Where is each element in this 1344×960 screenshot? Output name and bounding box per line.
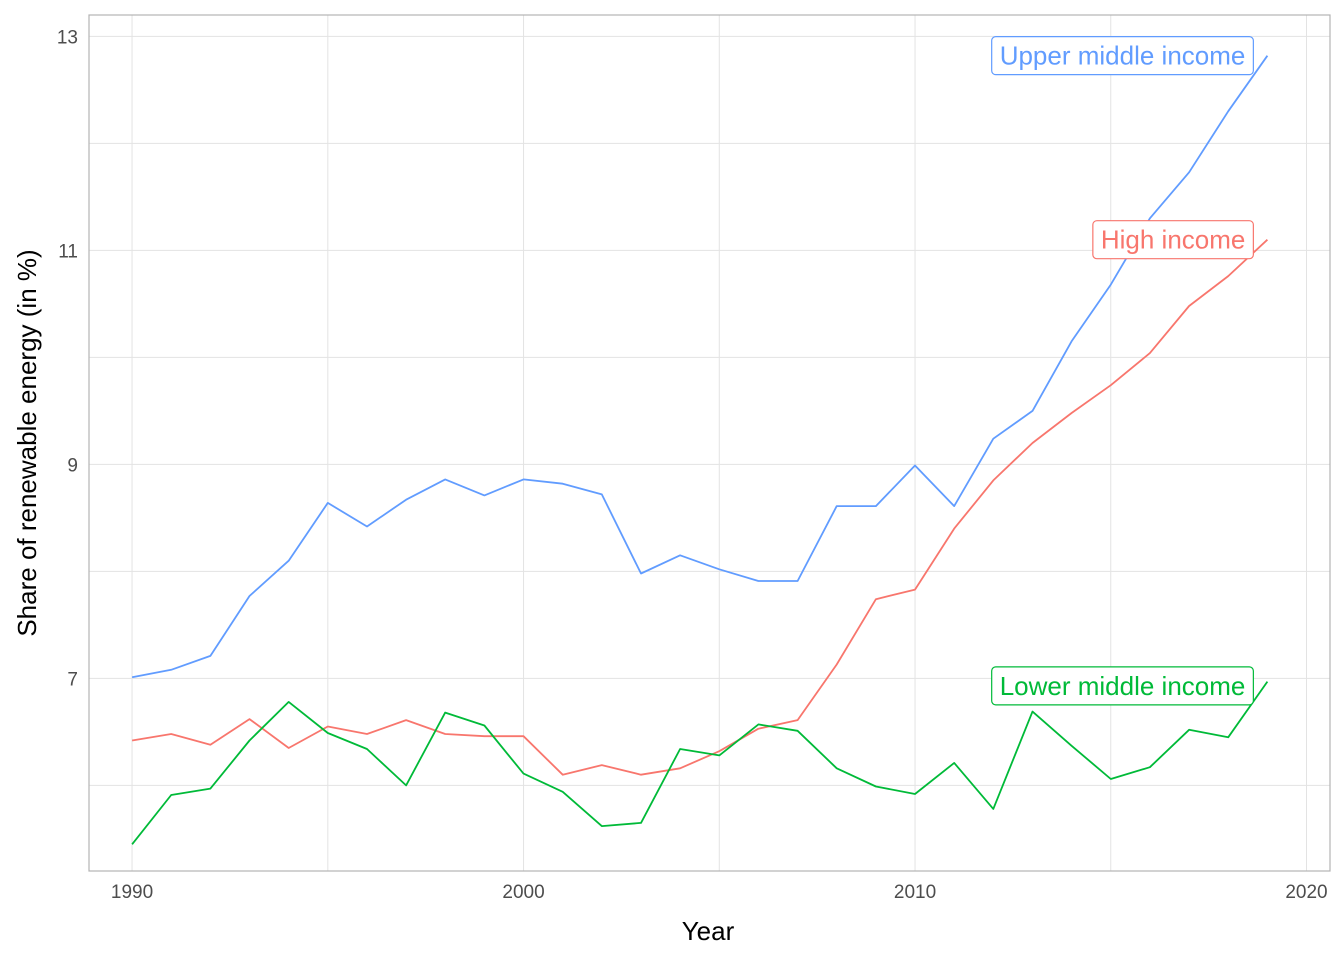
grid — [89, 15, 1330, 871]
series-labels: Upper middle income High income Lower midd… — [991, 36, 1254, 706]
series-label: Lower middle income — [991, 666, 1254, 706]
series-label-text: High income — [1101, 225, 1246, 255]
x-axis-title: Year — [682, 916, 735, 946]
y-axis-title: Share of renewable energy (in %) — [12, 249, 42, 636]
x-tick-label: 2020 — [1285, 882, 1327, 903]
y-tick-label: 7 — [67, 669, 78, 690]
x-tick-label: 2000 — [502, 882, 544, 903]
panel-border — [88, 14, 1331, 872]
series-label-box — [1092, 220, 1254, 260]
y-axis-ticks: 7 9 11 13 — [57, 27, 78, 690]
y-tick-label: 9 — [67, 455, 78, 476]
series-lines — [131, 55, 1269, 845]
y-tick-label: 13 — [57, 27, 78, 48]
x-axis-ticks: 1990 2000 2010 2020 — [111, 882, 1328, 903]
series-label-text: Upper middle income — [1000, 41, 1246, 71]
y-tick-label: 11 — [58, 241, 78, 262]
x-tick-label: 2010 — [894, 882, 936, 903]
x-tick-label: 1990 — [111, 882, 153, 903]
series-label-box — [991, 36, 1254, 76]
series-label: High income — [1092, 220, 1254, 260]
series-label-text: Lower middle income — [1000, 671, 1246, 701]
series-line — [131, 239, 1269, 776]
series-line — [131, 55, 1269, 679]
series-line — [131, 681, 1269, 845]
series-label: Upper middle income — [991, 36, 1254, 76]
series-label-box — [991, 666, 1254, 706]
